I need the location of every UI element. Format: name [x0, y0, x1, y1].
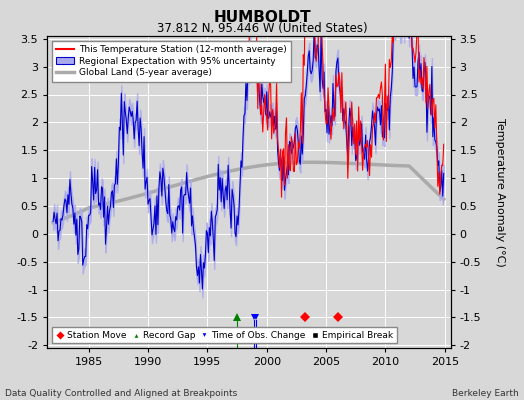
Legend: Station Move, Record Gap, Time of Obs. Change, Empirical Break: Station Move, Record Gap, Time of Obs. C… — [52, 327, 397, 344]
Text: Data Quality Controlled and Aligned at Breakpoints: Data Quality Controlled and Aligned at B… — [5, 389, 237, 398]
Y-axis label: Temperature Anomaly (°C): Temperature Anomaly (°C) — [495, 118, 505, 266]
Text: 37.812 N, 95.446 W (United States): 37.812 N, 95.446 W (United States) — [157, 22, 367, 35]
Text: HUMBOLDT: HUMBOLDT — [213, 10, 311, 25]
Text: Berkeley Earth: Berkeley Earth — [452, 389, 519, 398]
